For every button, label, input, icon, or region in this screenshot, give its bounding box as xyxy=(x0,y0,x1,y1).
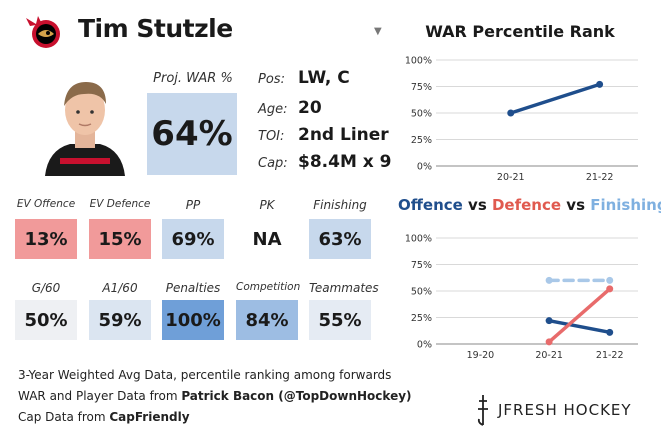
team-logo xyxy=(24,14,68,52)
brand-icon xyxy=(477,395,488,426)
caret-down-icon[interactable]: ▼ xyxy=(374,26,382,37)
stats_row1-label-1: EV Defence xyxy=(89,198,151,210)
data-point-offence-1 xyxy=(606,328,614,336)
stats_row1-value-3: NA xyxy=(236,219,298,259)
brand: JFRESH HOCKEY xyxy=(476,393,632,427)
toi-value: 2nd Liner xyxy=(298,125,389,145)
stats_row2-value-4: 55% xyxy=(309,300,371,340)
footer-war-source: WAR and Player Data from Patrick Bacon (… xyxy=(18,389,412,403)
data-point-offence-0 xyxy=(545,317,553,325)
y-tick-label: 75% xyxy=(411,82,432,93)
player-photo xyxy=(40,68,130,176)
y-tick-label: 25% xyxy=(411,135,432,146)
x-tick-label: 19-20 xyxy=(467,350,495,361)
data-point-defence-0 xyxy=(545,338,553,346)
y-tick-label: 75% xyxy=(411,260,432,271)
stats_row2-value-3: 84% xyxy=(236,300,298,340)
y-tick-label: 0% xyxy=(417,340,432,351)
stats_row1-label-3: PK xyxy=(259,198,275,212)
stats_row2-label-0: G/60 xyxy=(31,281,61,295)
y-tick-label: 100% xyxy=(405,234,432,245)
offence-defence-finishing-chart: 0% 25% 50% 75% 100% 19-20 20-21 21-22 xyxy=(405,234,638,361)
y-tick-label: 0% xyxy=(417,162,432,173)
x-tick-label: 21-22 xyxy=(586,172,614,183)
series-line-0 xyxy=(508,82,602,115)
y-tick-label: 25% xyxy=(411,313,432,324)
war-source-name: Patrick Bacon (@TopDownHockey) xyxy=(181,389,412,403)
stats_row1-label-0: EV Offence xyxy=(16,198,76,210)
stats_row2-label-2: Penalties xyxy=(165,281,221,295)
pos-label: Pos: xyxy=(258,72,285,87)
brand-name: JFRESH HOCKEY xyxy=(498,401,632,419)
data-point-0-1 xyxy=(596,80,604,88)
player-name: Tim Stutzle xyxy=(78,14,233,43)
x-tick-label: 20-21 xyxy=(497,172,525,183)
stats_row1-value-1: 15% xyxy=(89,219,151,259)
proj-war-label: Proj. WAR % xyxy=(153,71,233,86)
y-tick-label: 50% xyxy=(411,109,432,120)
y-tick-label: 100% xyxy=(405,56,432,67)
x-tick-label: 21-22 xyxy=(596,350,624,361)
stats_row1-value-0: 13% xyxy=(15,219,77,259)
series-line-defence xyxy=(547,287,612,344)
y-tick-label: 50% xyxy=(411,287,432,298)
footer-cap-source: Cap Data from CapFriendly xyxy=(18,410,190,424)
legend-part-2: Defence xyxy=(491,196,562,214)
proj-war-value: 64% xyxy=(147,93,237,175)
stats_row1-label-4: Finishing xyxy=(313,198,367,212)
footer-note: 3-Year Weighted Avg Data, percentile ran… xyxy=(18,368,392,382)
stats_row2-label-1: A1/60 xyxy=(102,281,138,295)
stats_row2-label-3: Competition xyxy=(236,281,301,293)
data-point-finishing-1 xyxy=(606,276,614,284)
legend-part-4: Finishing xyxy=(590,196,661,214)
pos-value: LW, C xyxy=(298,68,350,88)
cap-value: $8.4M x 9 xyxy=(298,152,392,172)
stats_row2-value-0: 50% xyxy=(15,300,77,340)
series-line-offence xyxy=(547,318,612,335)
age-label: Age: xyxy=(258,102,288,117)
stats_row1-value-4: 63% xyxy=(309,219,371,259)
cap-source-name: CapFriendly xyxy=(109,410,190,424)
war-percentile-chart: 0% 25% 50% 75% 100% 20-21 21-22 xyxy=(405,56,638,183)
x-tick-label: 20-21 xyxy=(535,350,563,361)
data-point-defence-1 xyxy=(606,285,614,293)
data-point-finishing-0 xyxy=(545,276,553,284)
toi-label: TOI: xyxy=(258,129,285,144)
cap-label: Cap: xyxy=(258,156,288,171)
stats_row1-label-2: PP xyxy=(185,198,201,212)
legend-part-0: Offence xyxy=(398,196,463,214)
legend-part-3: vs xyxy=(561,196,591,214)
age-value: 20 xyxy=(298,98,322,118)
stats_row1-value-2: 69% xyxy=(162,219,224,259)
stats_row2-value-1: 59% xyxy=(89,300,151,340)
stats_row2-label-4: Teammates xyxy=(309,281,379,295)
stats_row2-value-2: 100% xyxy=(162,300,224,340)
chart-title-comparison: Offence vs Defence vs Finishing xyxy=(398,196,661,214)
legend-part-1: vs xyxy=(462,196,492,214)
chart-title-war: WAR Percentile Rank xyxy=(425,22,615,41)
data-point-0-0 xyxy=(507,109,515,117)
